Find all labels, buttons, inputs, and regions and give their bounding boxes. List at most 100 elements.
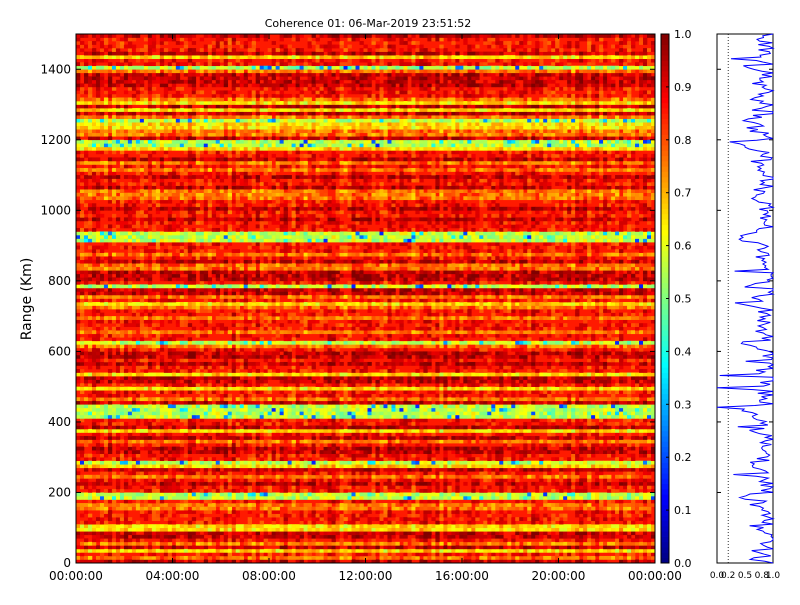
heatmap-cell — [279, 552, 284, 557]
heatmap-cell — [79, 404, 85, 409]
heatmap-cell — [343, 506, 348, 511]
heatmap-cell — [555, 474, 560, 479]
heatmap-cell — [175, 467, 181, 472]
heatmap-cell — [83, 492, 89, 497]
heatmap-cell — [595, 478, 600, 483]
heatmap-cell — [167, 436, 173, 440]
heatmap-cell — [99, 506, 105, 511]
heatmap-cell — [651, 450, 656, 454]
heatmap-cell — [415, 541, 420, 546]
heatmap-cell — [547, 555, 552, 560]
heatmap-cell — [247, 534, 252, 539]
heatmap-cell — [151, 506, 157, 511]
heatmap-cell — [231, 443, 237, 447]
heatmap-cell — [411, 488, 416, 493]
heatmap-cell — [411, 425, 416, 430]
heatmap-cell — [419, 467, 424, 472]
heatmap-cell — [183, 520, 189, 525]
heatmap-cell — [76, 464, 81, 469]
heatmap-cell — [455, 534, 460, 539]
heatmap-cell — [195, 555, 201, 560]
heatmap-cell — [539, 460, 544, 465]
heatmap-cell — [603, 510, 608, 514]
heatmap-cell — [359, 499, 364, 504]
heatmap-cell — [371, 538, 376, 543]
heatmap-cell — [371, 492, 376, 497]
heatmap-cell — [347, 527, 352, 532]
heatmap-cell — [623, 407, 628, 412]
heatmap-cell — [331, 545, 336, 550]
heatmap-cell — [471, 478, 476, 483]
heatmap-cell — [95, 418, 101, 423]
heatmap-cell — [643, 404, 648, 409]
heatmap-cell — [151, 439, 157, 444]
heatmap-cell — [567, 524, 572, 529]
heatmap-cell — [487, 457, 492, 462]
heatmap-cell — [539, 478, 544, 483]
heatmap-cell — [175, 488, 181, 493]
heatmap-cell — [411, 453, 416, 458]
heatmap-cell — [91, 404, 97, 409]
heatmap-cell — [167, 503, 173, 507]
heatmap-cell — [107, 488, 113, 493]
heatmap-cell — [499, 425, 504, 430]
heatmap-cell — [375, 548, 380, 553]
heatmap-cell — [507, 474, 512, 479]
heatmap-cell — [607, 436, 612, 440]
heatmap-cell — [619, 436, 624, 440]
heatmap-cell — [103, 559, 109, 564]
heatmap-cell — [623, 464, 628, 469]
heatmap-cell — [651, 418, 656, 423]
heatmap-cell — [423, 446, 428, 451]
heatmap-cell — [551, 404, 556, 409]
heatmap-cell — [455, 460, 460, 465]
heatmap-cell — [563, 446, 568, 451]
heatmap-cell — [551, 531, 556, 536]
heatmap-cell — [76, 414, 81, 419]
heatmap-cell — [295, 453, 300, 458]
heatmap-cell — [487, 517, 492, 521]
heatmap-cell — [399, 439, 404, 444]
heatmap-cell — [267, 555, 272, 560]
heatmap-cell — [151, 428, 157, 433]
heatmap-cell — [455, 450, 460, 454]
heatmap-cell — [387, 559, 392, 564]
heatmap-cell — [471, 474, 476, 479]
heatmap-cell — [159, 513, 165, 518]
heatmap-cell — [323, 421, 328, 426]
heatmap-cell — [563, 506, 568, 511]
heatmap-cell — [395, 446, 400, 451]
heatmap-cell — [259, 457, 264, 462]
heatmap-cell — [487, 428, 492, 433]
heatmap-cell — [575, 488, 580, 493]
heatmap-cell — [327, 552, 332, 557]
heatmap-cell — [151, 510, 157, 514]
heatmap-cell — [459, 453, 464, 458]
heatmap-cell — [439, 464, 444, 469]
heatmap-cell — [187, 457, 193, 462]
heatmap-cell — [435, 428, 440, 433]
heatmap-cell — [519, 464, 524, 469]
heatmap-cell — [191, 510, 197, 514]
heatmap-cell — [415, 464, 420, 469]
heatmap-cell — [371, 411, 376, 416]
heatmap-cell — [555, 524, 560, 529]
heatmap-cell — [331, 404, 336, 409]
heatmap-cell — [191, 414, 197, 419]
heatmap-cell — [471, 464, 476, 469]
heatmap-cell — [419, 548, 424, 553]
heatmap-cell — [147, 555, 153, 560]
heatmap-cell — [311, 436, 316, 440]
heatmap-cell — [135, 538, 141, 543]
heatmap-cell — [331, 425, 336, 430]
heatmap-cell — [623, 439, 628, 444]
heatmap-cell — [375, 495, 380, 500]
heatmap-cell — [383, 404, 388, 409]
heatmap-cell — [539, 425, 544, 430]
heatmap-cell — [411, 460, 416, 465]
heatmap-cell — [447, 552, 452, 557]
heatmap-cell — [427, 404, 432, 409]
heatmap-cell — [403, 555, 408, 560]
heatmap-cell — [375, 510, 380, 514]
heatmap-cell — [411, 467, 416, 472]
